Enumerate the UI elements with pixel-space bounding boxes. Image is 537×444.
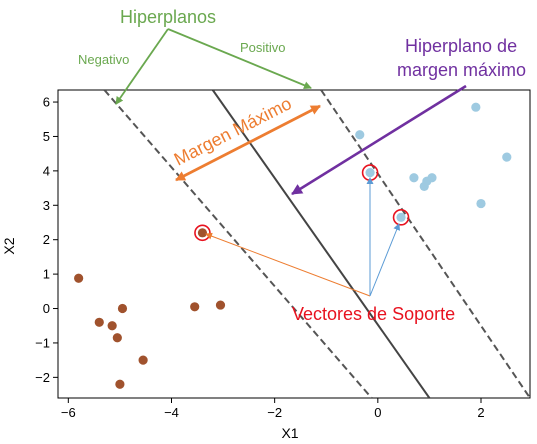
x-tick-label: −6 (61, 405, 76, 420)
data-point-class-0 (190, 302, 200, 312)
data-point-class-0 (138, 355, 148, 365)
margin-hyperplane-line-2 (320, 90, 530, 398)
negativo-arrow (115, 28, 169, 105)
data-point-class-0 (107, 321, 117, 331)
y-tick-label: 0 (43, 301, 50, 316)
support-vector-rings (194, 164, 410, 242)
data-point-class-0 (117, 303, 128, 314)
y-tick-label: −2 (35, 370, 50, 385)
y-tick-label: 6 (43, 95, 50, 110)
data-point-class-1 (396, 212, 406, 222)
y-tick-label: 3 (43, 198, 50, 213)
data-point-class-1 (476, 198, 486, 209)
sv-arrow-left (205, 232, 371, 297)
x-tick-label: −4 (164, 405, 179, 420)
y-axis-title: X2 (1, 237, 17, 254)
margin-hyperplane-line-0 (103, 90, 373, 398)
hiperplanos-label: Hiperplanos (120, 7, 216, 27)
positivo-label: Positivo (240, 40, 286, 55)
data-point-class-1 (471, 102, 481, 112)
data-point-class-1 (427, 173, 437, 183)
hiperplano-label-line1: Hiperplano de (405, 36, 517, 56)
vectores-soporte-label: Vectores de Soporte (292, 304, 455, 324)
data-point-class-0 (197, 228, 208, 238)
axis-ticks: −6 −4 −2 0 2 −2 −1 0 1 2 3 4 5 6 (35, 95, 484, 420)
data-point-class-1 (355, 130, 365, 140)
data-points (74, 102, 512, 389)
negativo-label: Negativo (78, 52, 129, 67)
sv-arrow-right (369, 223, 401, 297)
y-tick-label: 2 (43, 232, 50, 247)
data-point-class-1 (409, 173, 419, 183)
support-vector-ring (194, 224, 211, 242)
hyperplane-lines (103, 90, 530, 398)
data-point-class-1 (365, 167, 375, 178)
data-point-class-0 (215, 300, 226, 310)
x-tick-label: −2 (267, 405, 282, 420)
y-tick-label: 4 (43, 163, 50, 178)
x-axis-title: X1 (281, 425, 298, 441)
plot-frame (57, 89, 531, 399)
data-point-class-0 (112, 333, 122, 343)
x-tick-label: 2 (477, 405, 484, 420)
support-vector-ring (392, 209, 410, 226)
x-tick-label: 0 (374, 405, 381, 420)
y-tick-label: −1 (35, 335, 50, 350)
margen-maximo-label: Margen Máximo (171, 93, 295, 169)
data-point-class-1 (502, 152, 512, 162)
y-tick-label: 1 (43, 267, 50, 282)
hiperplano-arrow (291, 84, 467, 196)
data-point-class-0 (115, 379, 125, 389)
data-point-class-0 (94, 317, 104, 327)
data-point-class-0 (74, 273, 84, 283)
hiperplano-label-line2: margen máximo (397, 60, 526, 80)
y-tick-label: 5 (43, 129, 50, 144)
margen-arrow (175, 104, 321, 182)
positivo-arrow (167, 28, 312, 90)
